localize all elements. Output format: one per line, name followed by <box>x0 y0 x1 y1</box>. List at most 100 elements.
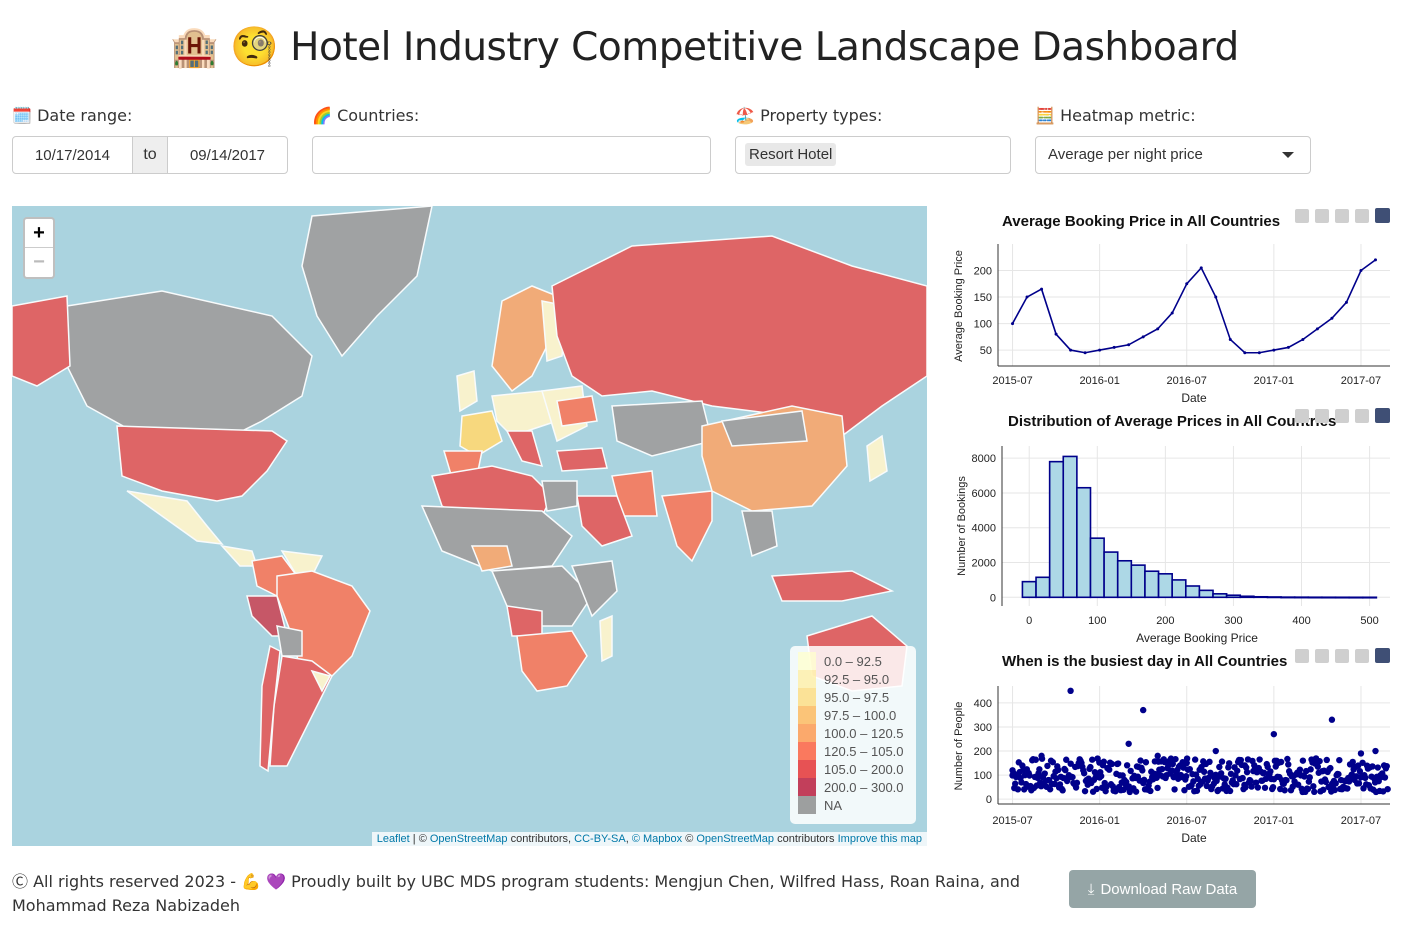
x-tick-label: 100 <box>1088 615 1106 627</box>
start-date-input[interactable]: 10/17/2014 <box>34 146 111 164</box>
property-types-dropdown[interactable]: Resort Hotel <box>735 136 1011 174</box>
map-layer[interactable] <box>12 206 927 846</box>
country-kazakhstan <box>611 400 713 457</box>
zoom-in-button[interactable]: + <box>25 219 53 248</box>
scatter-point <box>1319 786 1327 794</box>
plotly-logo-icon[interactable] <box>1375 208 1390 223</box>
leaflet-link[interactable]: Leaflet <box>376 833 410 845</box>
mapbox-link[interactable]: © Mapbox <box>631 833 683 845</box>
world-choropleth-map[interactable]: + − 0.0 – 92.5 92.5 – 95.0 95.0 – 97.5 97.5… <box>12 206 927 846</box>
histogram-bar <box>1361 596 1378 599</box>
date-range-label: 🗓️ Date range: <box>12 106 132 125</box>
histogram-bar <box>1198 589 1214 599</box>
legend-label: 100.0 – 120.5 <box>824 725 904 741</box>
osm-link[interactable]: OpenStreetMap <box>429 833 508 845</box>
pan-icon[interactable] <box>1335 208 1349 223</box>
pan-icon[interactable] <box>1335 408 1349 423</box>
scatter-point <box>1241 762 1249 769</box>
scatter-point <box>1311 788 1318 796</box>
scatter-point <box>1081 787 1089 795</box>
x-tick-label: 500 <box>1360 615 1378 627</box>
improve-map-link[interactable]: Improve this map <box>837 833 922 845</box>
chevron-down-icon[interactable] <box>1282 152 1294 158</box>
x-tick-label: 2015-07 <box>992 815 1032 827</box>
legend-swatch <box>798 724 816 742</box>
scatter-point <box>1332 780 1339 787</box>
data-point <box>1112 345 1116 349</box>
camera-icon[interactable] <box>1295 408 1309 423</box>
scatter-point <box>1281 787 1288 794</box>
scatter-point <box>1344 785 1351 792</box>
legend-label: 97.5 – 100.0 <box>824 707 897 723</box>
histogram-bar <box>1171 579 1187 599</box>
histogram-bar <box>1157 573 1173 599</box>
scatter-point <box>1051 780 1058 788</box>
pan-icon[interactable] <box>1335 648 1349 663</box>
map-attribution: Leaflet | © OpenStreetMap contributors, … <box>371 832 927 846</box>
date-range-picker[interactable]: 10/17/2014 to 09/14/2017 <box>12 136 288 174</box>
ccbysa-link[interactable]: CC-BY-SA <box>574 833 626 845</box>
country-uk <box>456 370 478 413</box>
modebar <box>1295 408 1390 423</box>
data-point <box>1083 351 1087 355</box>
y-tick-label: 4000 <box>972 523 996 535</box>
scatter-point <box>1323 756 1330 764</box>
scatter-point <box>1142 759 1150 766</box>
zoom-icon[interactable] <box>1315 208 1329 223</box>
scatter-point <box>1384 785 1391 793</box>
zoom-out-button[interactable]: − <box>33 251 45 273</box>
avg-price-line-plot[interactable]: 2015-07 2016-01 2016-07 2017-01 2017-07 50 100… <box>950 206 1396 406</box>
country-uruguay <box>310 669 332 693</box>
country-indonesia <box>770 570 895 602</box>
attr-contributors: contributors, <box>507 833 575 845</box>
end-date-input[interactable]: 09/14/2017 <box>189 146 266 164</box>
scatter-point <box>1222 775 1229 783</box>
property-type-chip[interactable]: Resort Hotel <box>745 143 837 166</box>
autoscale-icon[interactable] <box>1355 408 1369 423</box>
legend-label: NA <box>824 797 843 813</box>
scatter-point <box>1310 783 1317 790</box>
autoscale-icon[interactable] <box>1355 648 1369 663</box>
scatter-point <box>1218 758 1226 765</box>
scatter-point <box>1206 758 1213 766</box>
country-chile <box>259 644 281 773</box>
property-types-label: 🏖️ Property types: <box>735 106 882 125</box>
scatter-point <box>1044 762 1051 770</box>
series-line <box>1011 259 1376 354</box>
download-raw-data-button[interactable]: ⤓ Download Raw Data <box>1069 870 1256 908</box>
osm-link-2[interactable]: OpenStreetMap <box>696 833 775 845</box>
heatmap-metric-select[interactable]: Average per night price <box>1035 136 1311 174</box>
scatter-point <box>1009 767 1016 774</box>
scatter-point <box>1154 752 1161 760</box>
busiest-day-scatter-plot[interactable]: 2015-07 2016-01 2016-07 2017-01 2017-07 0 100 2… <box>950 646 1396 850</box>
x-tick-label: 2015-07 <box>992 375 1032 387</box>
y-tick-label: 300 <box>974 722 992 734</box>
x-tick-label: 2017-01 <box>1254 815 1294 827</box>
beach-umbrella-icon: 🏖️ <box>735 106 755 125</box>
plotly-logo-icon[interactable] <box>1375 408 1390 423</box>
zoom-icon[interactable] <box>1315 648 1329 663</box>
histogram-bar <box>1253 595 1269 599</box>
scatter-point <box>1335 770 1342 778</box>
scatter-point <box>1327 764 1334 772</box>
countries-dropdown[interactable] <box>312 136 711 174</box>
scatter-point <box>1096 774 1103 781</box>
line-plot-title: Average Booking Price in All Countries <box>1002 213 1281 230</box>
zoom-icon[interactable] <box>1315 408 1329 423</box>
scatter-point <box>1046 786 1054 793</box>
price-distribution-plot[interactable]: 0 100 200 300 400 500 0 2000 4000 6000 8000 Average… <box>950 406 1396 650</box>
scatter-point <box>1125 740 1132 747</box>
scatter-point <box>1304 785 1312 793</box>
plotly-logo-icon[interactable] <box>1375 648 1390 663</box>
autoscale-icon[interactable] <box>1355 208 1369 223</box>
scatter-point <box>1193 787 1201 794</box>
camera-icon[interactable] <box>1295 208 1309 223</box>
scatter-point <box>1301 773 1308 780</box>
histogram-svg: 0 100 200 300 400 500 0 2000 4000 6000 8000 Average… <box>956 446 1390 645</box>
scatter-point <box>1014 786 1022 793</box>
heatmap-metric-label: 🧮 Heatmap metric: <box>1035 106 1196 125</box>
scatter-point <box>1261 784 1269 791</box>
x-tick-label: 400 <box>1292 615 1310 627</box>
legend-label: 95.0 – 97.5 <box>824 689 890 705</box>
camera-icon[interactable] <box>1295 648 1309 663</box>
